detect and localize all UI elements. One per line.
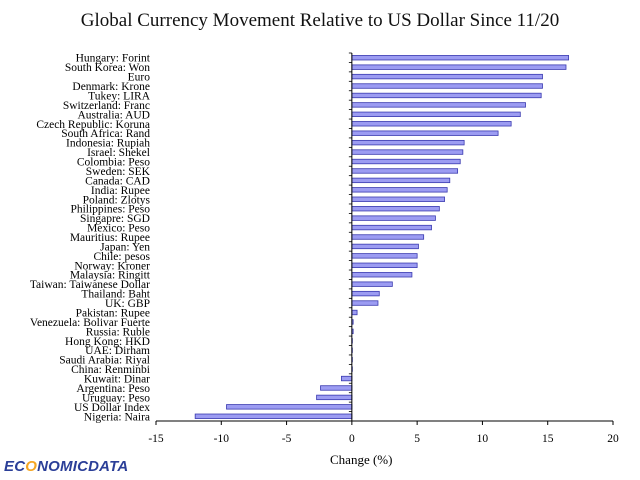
category-label: Poland: Zlotys	[83, 194, 151, 206]
category-label: Saudi Arabia: Riyal	[59, 355, 150, 367]
category-label: Australia: AUD	[77, 109, 150, 121]
category-label: Indonesia: Rupiah	[66, 138, 150, 150]
category-label: Canada: CAD	[85, 175, 150, 187]
category-label: Kuwait: Dinar	[84, 374, 150, 386]
category-label: Hong Kong: HKD	[65, 336, 150, 348]
bar	[351, 139, 465, 146]
category-label: Mauritius: Rupee	[70, 232, 150, 244]
brand-logo-part1: EC	[4, 458, 26, 475]
bar	[351, 215, 436, 221]
category-label: Denmark: Krone	[72, 81, 150, 93]
bar	[351, 168, 459, 174]
bar	[351, 290, 380, 297]
category-label: Mexico: Peso	[87, 223, 150, 235]
bar	[351, 158, 461, 165]
category-label: UAE: Dirham	[85, 345, 150, 357]
category-label: Venezuela: Bolivar Fuerte	[30, 317, 150, 329]
chart-title: Global Currency Movement Relative to US …	[80, 10, 560, 31]
bar	[351, 111, 521, 117]
bar	[194, 413, 353, 419]
bar	[351, 243, 419, 250]
category-label: Malaysia: Ringitt	[70, 270, 151, 282]
x-tick-label: 0	[349, 433, 355, 445]
category-label: US Dollar Index	[74, 402, 150, 414]
category-label: Philippines: Peso	[70, 204, 150, 216]
x-tick-label: 20	[607, 433, 619, 445]
bar	[351, 92, 542, 99]
category-label: Singapre: SGD	[80, 213, 150, 225]
category-label: Colombia: Peso	[77, 157, 150, 169]
category-label: Thailand: Baht	[81, 289, 150, 301]
category-label: China: Renminbi	[71, 364, 150, 376]
x-tick-label: -10	[214, 433, 230, 445]
category-label: Switzerland: Franc	[63, 100, 150, 112]
bar	[351, 130, 499, 136]
category-label: South Africa: Rand	[61, 128, 150, 140]
bar	[351, 281, 393, 287]
category-label: UK: GBP	[105, 298, 150, 310]
bar	[320, 385, 353, 391]
category-label: South Korea: Won	[65, 62, 150, 74]
bar	[351, 83, 543, 89]
bar	[351, 55, 570, 61]
bar	[351, 234, 425, 240]
bar	[351, 149, 464, 155]
bar	[351, 224, 432, 231]
category-label: Russia: Ruble	[86, 326, 150, 338]
bar	[351, 262, 418, 268]
category-label: Israel: Shekel	[87, 147, 150, 159]
axes-group: -15 -10 -5 0 5 10 15 20	[148, 52, 619, 445]
bar	[316, 394, 353, 401]
category-label: Tukey: LIRA	[88, 90, 151, 102]
x-tick-label: -5	[282, 433, 292, 445]
bar	[351, 206, 440, 212]
brand-logo-part3: NOMICDATA	[37, 458, 129, 475]
category-label: Japan: Yen	[100, 241, 150, 253]
bar	[351, 102, 526, 108]
brand-logo: ECONOMICDATA	[4, 458, 128, 475]
bar	[351, 309, 358, 316]
bar	[351, 187, 448, 193]
category-label: Norway: Kroner	[74, 260, 150, 272]
category-label: Hungary: Forint	[76, 53, 151, 65]
category-label: Sweden: SEK	[86, 166, 151, 178]
bar	[351, 121, 512, 127]
bar	[351, 253, 418, 259]
category-label: Taiwan: Taiwanese Dollar	[30, 279, 150, 291]
category-label: Euro	[128, 72, 151, 84]
x-tick-label: -15	[148, 433, 164, 445]
bar	[351, 64, 567, 70]
bar	[351, 177, 451, 184]
category-label: Czech Republic: Koruna	[36, 119, 150, 131]
bar	[351, 272, 413, 278]
category-label: Uruguay: Peso	[82, 392, 150, 404]
bar	[226, 404, 353, 410]
brand-logo-part2: O	[25, 458, 38, 475]
bar	[351, 300, 379, 306]
bar	[351, 196, 445, 202]
x-axis-label: Change (%)	[330, 452, 393, 467]
bars-group	[194, 55, 570, 419]
category-label: Nigeria: Naira	[84, 411, 150, 423]
x-tick-label: 5	[414, 433, 420, 445]
category-label: Pakistan: Rupee	[76, 307, 150, 319]
bar	[341, 375, 353, 382]
bar	[351, 73, 543, 80]
x-tick-label: 15	[542, 433, 554, 445]
category-label: Argentina: Peso	[76, 383, 150, 395]
category-label: Chile: pesos	[93, 251, 150, 263]
x-tick-label: 10	[477, 433, 489, 445]
category-label: India: Rupee	[91, 185, 150, 197]
